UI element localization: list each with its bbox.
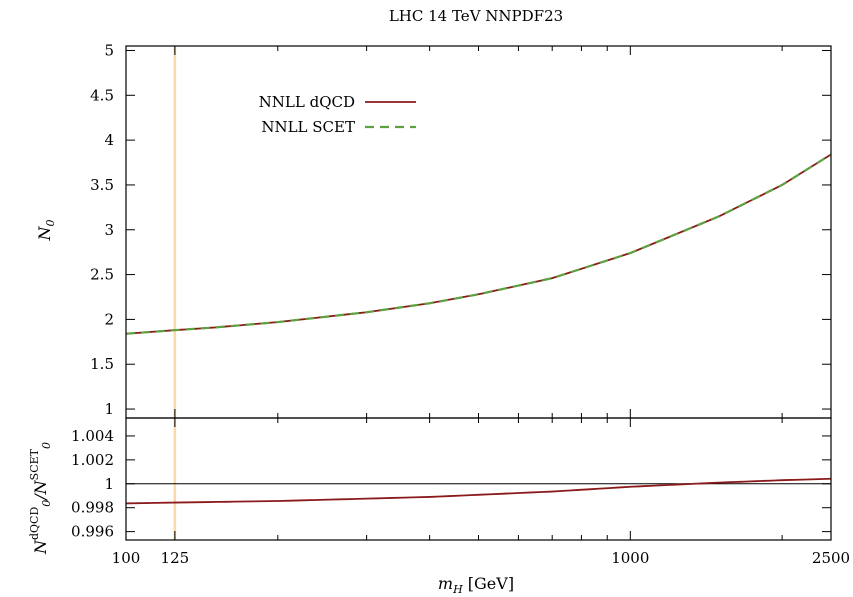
series-layer (125, 153, 832, 505)
y-tick-label-ratio: 0.996 (71, 523, 114, 541)
y-tick-label-ratio: 0.998 (71, 499, 114, 517)
legend-label-2: NNLL SCET (261, 118, 355, 136)
ratio-panel-frame (125, 417, 832, 541)
chart-title: LHC 14 TeV NNPDF23 (389, 7, 563, 25)
y-tick-label-main: 4 (104, 131, 114, 149)
main-series-line-1 (125, 153, 832, 335)
y-tick-label-main: 3 (104, 221, 114, 239)
frame-layer (125, 45, 832, 541)
y-tick-label-main: 2.5 (90, 266, 114, 284)
legend-label-1: NNLL dQCD (259, 93, 355, 111)
y-tick-label-main: 4.5 (90, 86, 114, 104)
y-tick-label-main: 1.5 (90, 355, 114, 373)
y-tick-label-ratio: 1.002 (71, 451, 114, 469)
ratio-series-line (125, 477, 832, 505)
main-panel-frame (125, 45, 832, 419)
x-tick-label: 100 (112, 549, 141, 567)
y-tick-label-main: 1 (104, 400, 114, 418)
y-tick-label-main: 2 (104, 310, 114, 328)
y-tick-label-ratio: 1 (104, 475, 114, 493)
x-tick-label: 1000 (611, 549, 649, 567)
y-tick-label-main: 3.5 (90, 176, 114, 194)
y-tick-label-ratio: 1.004 (71, 427, 114, 445)
labels-layer: 100 125 1000 2500 1 1.5 2 2.5 3 3.5 4 4.5 5 0.996 0.99… (71, 41, 850, 567)
y-axis-label-main: N0 (35, 220, 57, 242)
grid-ticks-layer (125, 46, 832, 540)
x-tick-label: 125 (161, 549, 190, 567)
x-axis-label: mH [GeV] (438, 574, 514, 596)
legend: NNLL dQCD NNLL SCET (259, 93, 416, 136)
x-tick-label: 2500 (812, 549, 850, 567)
y-axis-label-ratio: NdQCD0/NSCET0 (28, 442, 53, 555)
y-tick-label-main: 5 (104, 41, 114, 59)
main-series-line-2 (125, 153, 832, 335)
